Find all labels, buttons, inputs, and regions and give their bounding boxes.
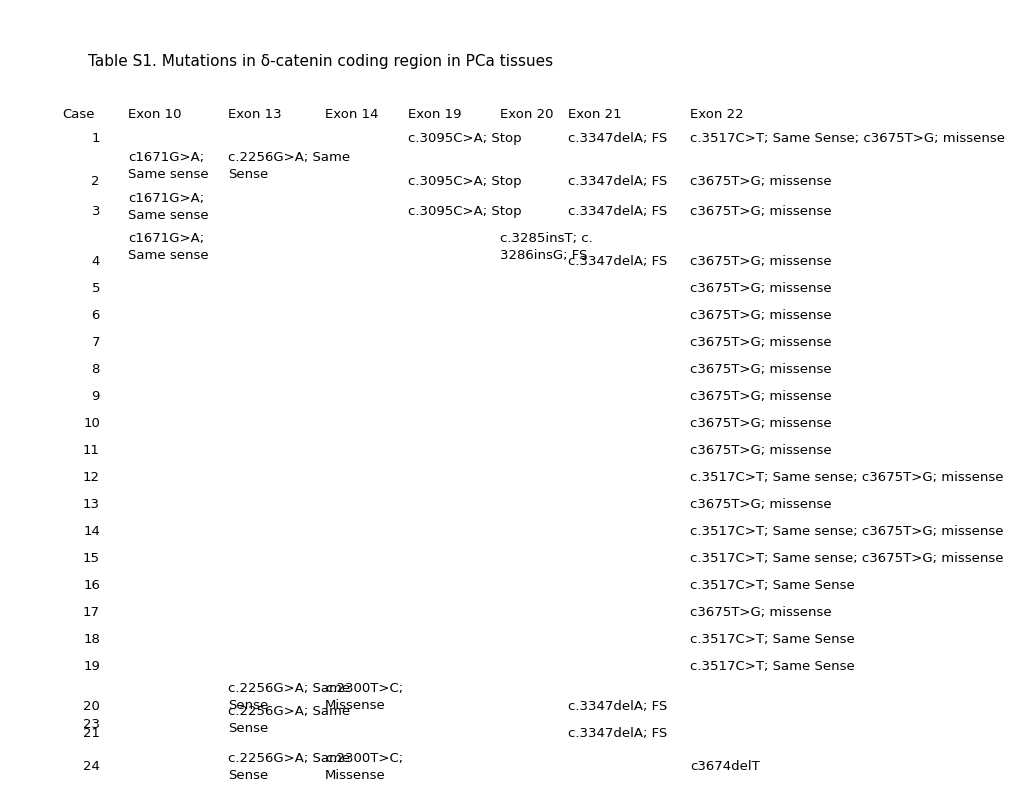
Text: c.3095C>A; Stop: c.3095C>A; Stop	[408, 132, 521, 145]
Text: c.3517C>T; Same sense; c3675T>G; missense: c.3517C>T; Same sense; c3675T>G; missens…	[689, 552, 1003, 565]
Text: c.3517C>T; Same Sense; c3675T>G; missense: c.3517C>T; Same Sense; c3675T>G; missens…	[689, 132, 1004, 145]
Text: c3675T>G; missense: c3675T>G; missense	[689, 336, 830, 349]
Text: c3675T>G; missense: c3675T>G; missense	[689, 498, 830, 511]
Text: c.3517C>T; Same sense; c3675T>G; missense: c.3517C>T; Same sense; c3675T>G; missens…	[689, 525, 1003, 538]
Text: 17: 17	[83, 606, 100, 619]
Text: c.2256G>A; Same
Sense: c.2256G>A; Same Sense	[228, 682, 350, 712]
Text: 12: 12	[83, 471, 100, 484]
Text: Table S1. Mutations in δ-catenin coding region in PCa tissues: Table S1. Mutations in δ-catenin coding …	[88, 54, 552, 69]
Text: c.3347delA; FS: c.3347delA; FS	[568, 132, 666, 145]
Text: c3675T>G; missense: c3675T>G; missense	[689, 282, 830, 295]
Text: c3674delT: c3674delT	[689, 760, 759, 773]
Text: 18: 18	[83, 633, 100, 646]
Text: c.3517C>T; Same Sense: c.3517C>T; Same Sense	[689, 633, 854, 646]
Text: c.3347delA; FS: c.3347delA; FS	[568, 727, 666, 740]
Text: c.3517C>T; Same Sense: c.3517C>T; Same Sense	[689, 660, 854, 673]
Text: 5: 5	[92, 282, 100, 295]
Text: Exon 14: Exon 14	[325, 108, 378, 121]
Text: c.3095C>A; Stop: c.3095C>A; Stop	[408, 175, 521, 188]
Text: c3675T>G; missense: c3675T>G; missense	[689, 255, 830, 268]
Text: 6: 6	[92, 309, 100, 322]
Text: 24: 24	[83, 760, 100, 773]
Text: c.3095C>A; Stop: c.3095C>A; Stop	[408, 205, 521, 218]
Text: c3675T>G; missense: c3675T>G; missense	[689, 390, 830, 403]
Text: 13: 13	[83, 498, 100, 511]
Text: c1671G>A;
Same sense: c1671G>A; Same sense	[127, 192, 209, 222]
Text: c.3347delA; FS: c.3347delA; FS	[568, 205, 666, 218]
Text: 19: 19	[83, 660, 100, 673]
Text: Exon 10: Exon 10	[127, 108, 181, 121]
Text: Exon 19: Exon 19	[408, 108, 461, 121]
Text: c3675T>G; missense: c3675T>G; missense	[689, 444, 830, 457]
Text: c3675T>G; missense: c3675T>G; missense	[689, 606, 830, 619]
Text: 8: 8	[92, 363, 100, 376]
Text: 23: 23	[83, 718, 100, 731]
Text: c3675T>G; missense: c3675T>G; missense	[689, 417, 830, 430]
Text: c.2256G>A; Same
Sense: c.2256G>A; Same Sense	[228, 151, 350, 181]
Text: c1671G>A;
Same sense: c1671G>A; Same sense	[127, 232, 209, 262]
Text: 3: 3	[92, 205, 100, 218]
Text: 2: 2	[92, 175, 100, 188]
Text: c3675T>G; missense: c3675T>G; missense	[689, 175, 830, 188]
Text: c.3347delA; FS: c.3347delA; FS	[568, 175, 666, 188]
Text: 15: 15	[83, 552, 100, 565]
Text: Exon 20: Exon 20	[499, 108, 553, 121]
Text: c.2300T>C;
Missense: c.2300T>C; Missense	[325, 752, 403, 782]
Text: c3675T>G; missense: c3675T>G; missense	[689, 205, 830, 218]
Text: 21: 21	[83, 727, 100, 740]
Text: c.3347delA; FS: c.3347delA; FS	[568, 700, 666, 713]
Text: c.3517C>T; Same Sense: c.3517C>T; Same Sense	[689, 579, 854, 592]
Text: c.2256G>A; Same
Sense: c.2256G>A; Same Sense	[228, 752, 350, 782]
Text: Exon 22: Exon 22	[689, 108, 743, 121]
Text: c.2300T>C;
Missense: c.2300T>C; Missense	[325, 682, 403, 712]
Text: c3675T>G; missense: c3675T>G; missense	[689, 309, 830, 322]
Text: c.3517C>T; Same sense; c3675T>G; missense: c.3517C>T; Same sense; c3675T>G; missens…	[689, 471, 1003, 484]
Text: 20: 20	[83, 700, 100, 713]
Text: c1671G>A;
Same sense: c1671G>A; Same sense	[127, 151, 209, 181]
Text: 7: 7	[92, 336, 100, 349]
Text: c.3347delA; FS: c.3347delA; FS	[568, 255, 666, 268]
Text: 10: 10	[83, 417, 100, 430]
Text: Exon 21: Exon 21	[568, 108, 621, 121]
Text: c3675T>G; missense: c3675T>G; missense	[689, 363, 830, 376]
Text: 16: 16	[83, 579, 100, 592]
Text: 4: 4	[92, 255, 100, 268]
Text: Exon 13: Exon 13	[228, 108, 281, 121]
Text: 9: 9	[92, 390, 100, 403]
Text: Case: Case	[62, 108, 95, 121]
Text: 11: 11	[83, 444, 100, 457]
Text: 14: 14	[83, 525, 100, 538]
Text: c.3285insT; c.
3286insG; FS: c.3285insT; c. 3286insG; FS	[499, 232, 592, 262]
Text: 1: 1	[92, 132, 100, 145]
Text: c.2256G>A; Same
Sense: c.2256G>A; Same Sense	[228, 705, 350, 735]
